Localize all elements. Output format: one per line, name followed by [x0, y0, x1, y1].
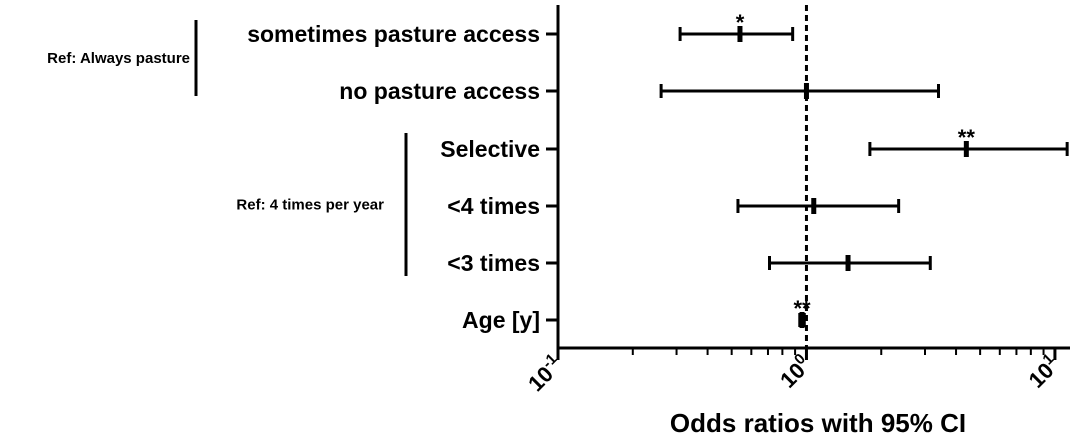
significance-mark: **: [793, 296, 811, 321]
x-axis-label: Odds ratios with 95% CI: [670, 408, 966, 438]
category-label: <4 times: [447, 193, 540, 219]
x-tick-label: 100: [774, 350, 816, 392]
or-point: [811, 198, 817, 214]
group-reference-label: Ref: 4 times per year: [236, 197, 384, 214]
x-tick-label: 10-1: [522, 350, 568, 396]
significance-mark: *: [736, 10, 745, 35]
category-label: <3 times: [447, 250, 540, 276]
significance-mark: **: [958, 125, 976, 150]
category-label: Age [y]: [462, 307, 540, 333]
group-reference-label: Ref: Always pasture: [47, 50, 190, 67]
x-tick-label: 101: [1022, 350, 1064, 392]
category-label: Selective: [440, 136, 540, 162]
or-point: [845, 255, 851, 271]
or-point: [803, 83, 809, 99]
or-point: [799, 312, 805, 328]
category-label: sometimes pasture access: [247, 21, 540, 47]
category-label: no pasture access: [339, 78, 540, 104]
or-point: [963, 141, 969, 157]
or-point: [737, 26, 743, 42]
